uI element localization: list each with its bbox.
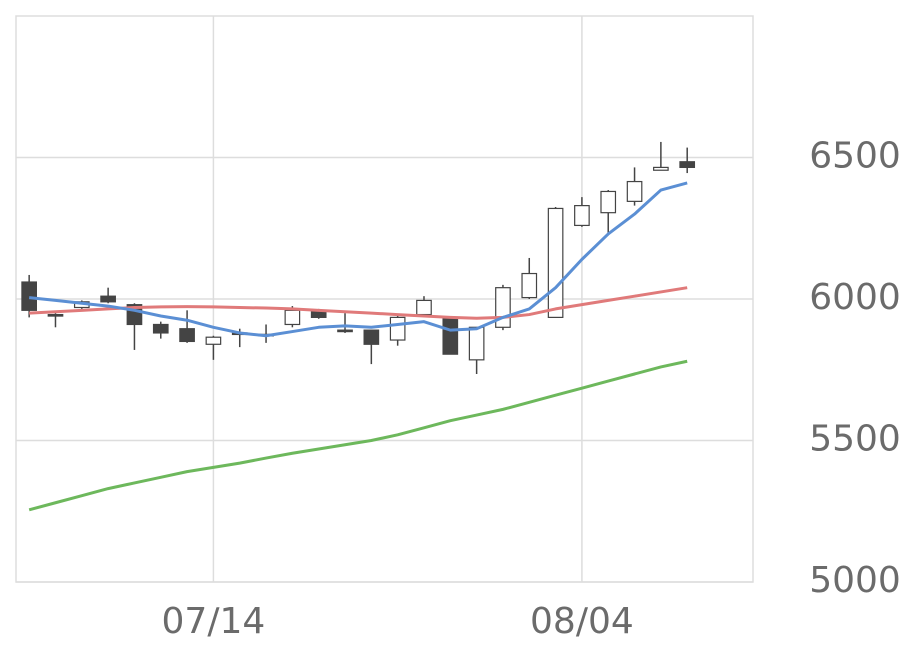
candle-body [442, 316, 459, 355]
candle-body [47, 313, 64, 317]
candle-body [521, 272, 538, 299]
moving-average-line [28, 359, 688, 512]
candle-body [337, 329, 353, 333]
candle-body [310, 311, 327, 318]
y-tick-label: 5500 [809, 419, 901, 460]
candle-body [468, 326, 485, 361]
x-tick-label: 07/14 [162, 601, 266, 642]
x-tick-label: 08/04 [530, 601, 634, 642]
candle-body [21, 281, 37, 311]
candle-body [416, 299, 432, 316]
candle-body [626, 180, 643, 202]
candle-body [679, 161, 696, 169]
candle-body [574, 205, 590, 227]
moving-average-line [29, 181, 688, 338]
moving-average-line [29, 286, 688, 320]
candle-body [179, 328, 195, 343]
y-tick-label: 5000 [809, 560, 901, 601]
candle-body [547, 207, 564, 318]
y-tick-label: 6500 [809, 136, 901, 177]
candle-body [600, 190, 617, 214]
y-tick-label: 6000 [809, 277, 901, 318]
candle-body [152, 323, 169, 334]
candle-body [495, 287, 511, 328]
candle-body [363, 329, 380, 345]
candle-body [389, 316, 406, 341]
candle-body [205, 336, 222, 345]
candle-body [100, 295, 116, 303]
candle-body [653, 166, 669, 171]
candle-body [284, 309, 301, 326]
